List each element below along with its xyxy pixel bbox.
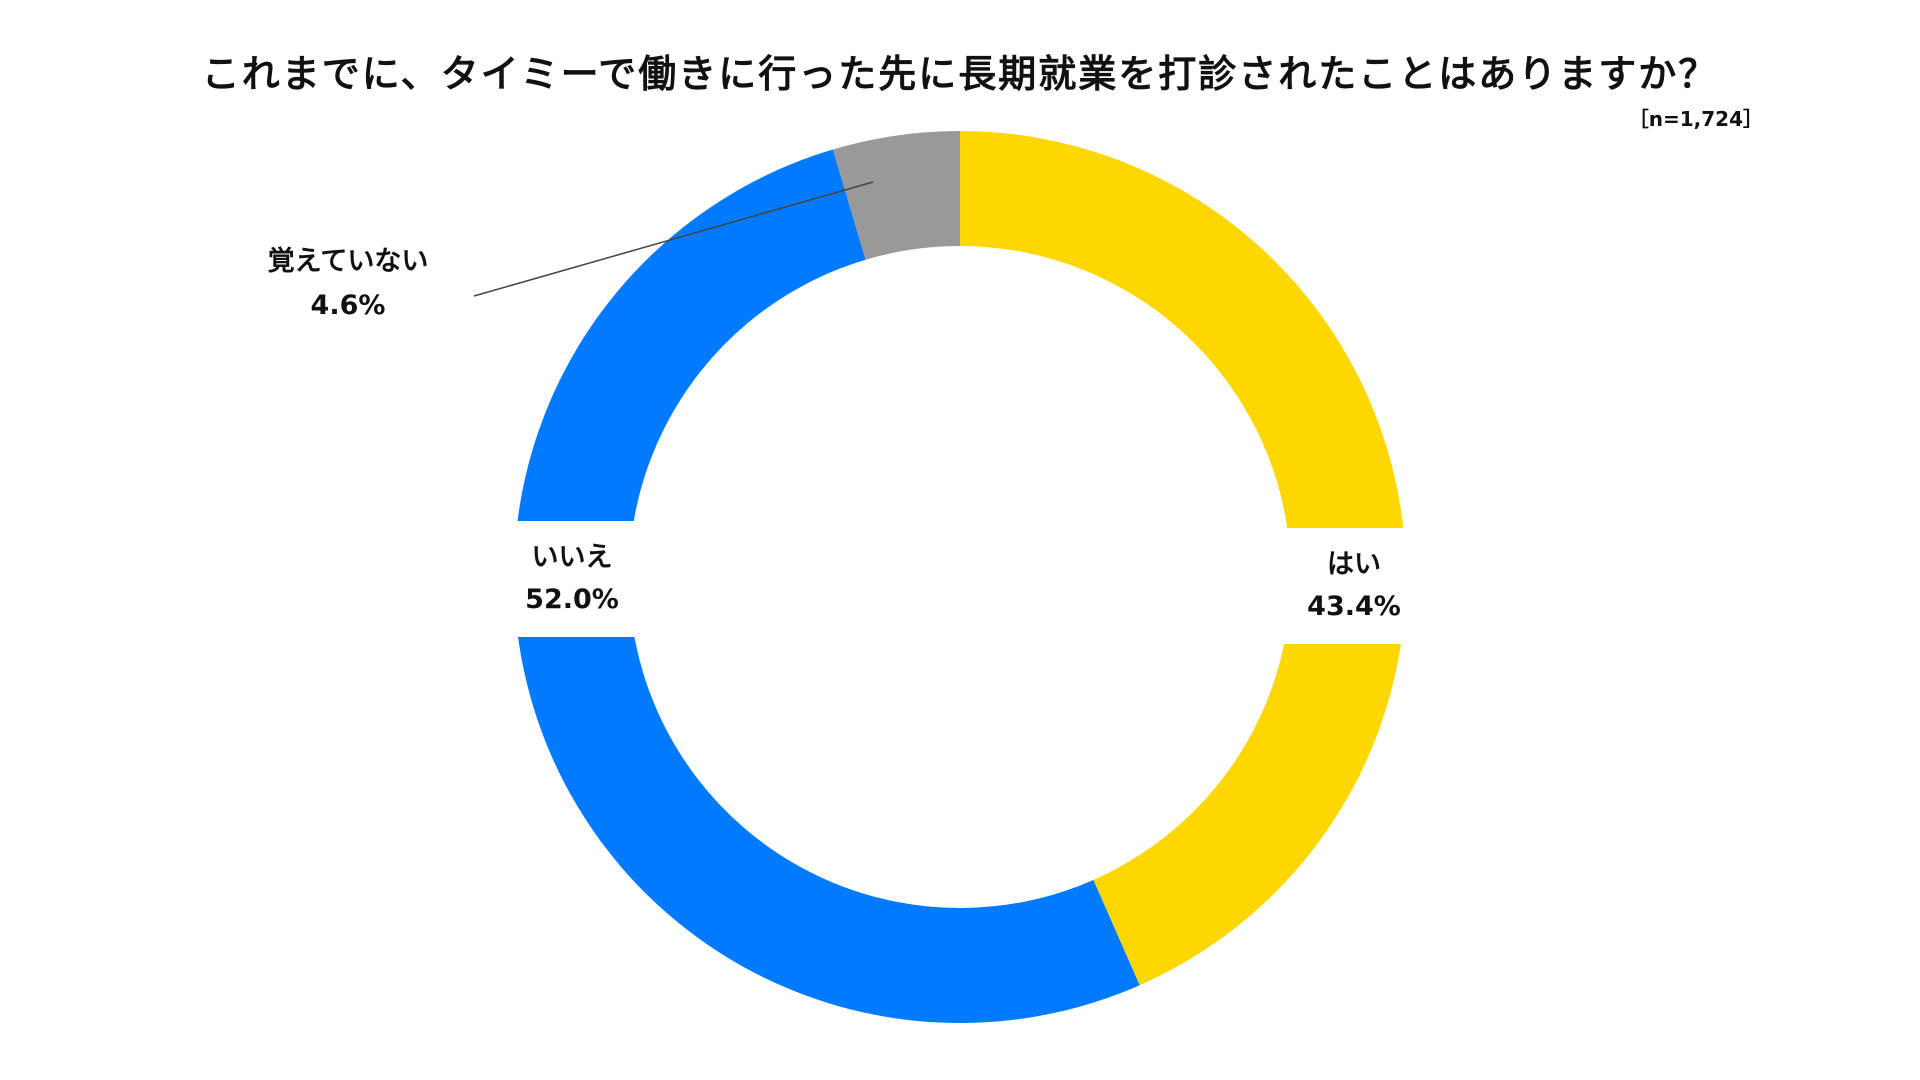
value-label: 52.0%: [525, 584, 619, 615]
leader-line: [473, 181, 874, 297]
category-label: はい: [1327, 549, 1381, 580]
value-label: 43.4%: [1307, 591, 1401, 622]
slice-label-no: いいえ 52.0%: [499, 521, 645, 637]
value-label: 4.6%: [310, 290, 386, 321]
donut-slice-dont-remember: [832, 131, 960, 260]
category-label: いいえ: [531, 542, 613, 573]
category-label: 覚えていない: [267, 246, 429, 277]
sample-size-annotation: ［n=1,724］: [1628, 107, 1763, 131]
donut-slice-yes: [960, 131, 1407, 986]
slice-label-yes: はい 43.4%: [1281, 528, 1427, 644]
slice-label-dont-remember: 覚えていない 4.6%: [228, 240, 468, 328]
chart-title: これまでに、タイミーで働きに行った先に長期就業を打診されたことはありますか？: [201, 52, 1719, 96]
donut-slice-no: [514, 149, 1140, 1023]
